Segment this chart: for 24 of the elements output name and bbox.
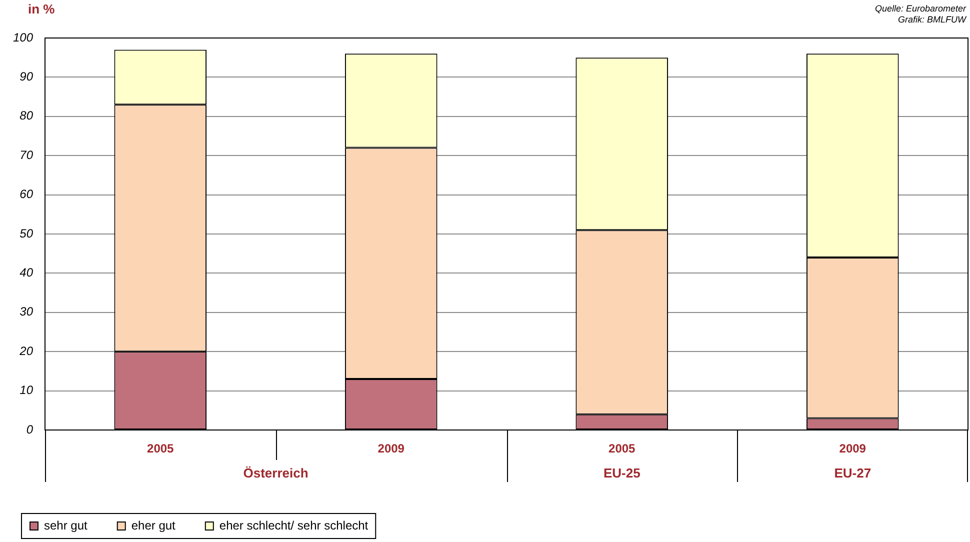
y-tick-label: 80 xyxy=(20,108,34,123)
y-tick-label: 10 xyxy=(20,383,34,398)
x-tick-label: 2005 xyxy=(147,442,174,456)
text: EU-27 xyxy=(834,466,872,481)
x-tick-label: 2009 xyxy=(839,442,866,456)
y-tick-label: 40 xyxy=(20,266,34,280)
y-tick-label: 30 xyxy=(20,304,34,319)
y-tick-label: 90 xyxy=(20,70,34,84)
x-tick-label: 2009 xyxy=(378,442,405,456)
legend-label: sehr gut xyxy=(44,518,88,532)
x-tick-label: 2005 xyxy=(608,442,636,456)
legend-label: eher gut xyxy=(131,518,176,532)
y-axis-title: in % xyxy=(28,2,56,17)
y-tick-label: 50 xyxy=(20,226,34,240)
y-tick-label: 20 xyxy=(18,344,34,358)
legend-label: eher schlecht/ sehr schlecht xyxy=(219,518,369,532)
y-tick-label: 70 xyxy=(20,148,34,162)
text: Grafik: BMLFUW xyxy=(898,14,968,24)
text: Österreich xyxy=(243,466,308,481)
y-tick-label: 60 xyxy=(20,187,34,202)
y-tick-label: 0 xyxy=(26,422,34,436)
source-note: Quelle: Eurobarometer xyxy=(874,4,967,14)
y-tick-label: 100 xyxy=(12,30,34,44)
text: EU-25 xyxy=(603,466,640,481)
